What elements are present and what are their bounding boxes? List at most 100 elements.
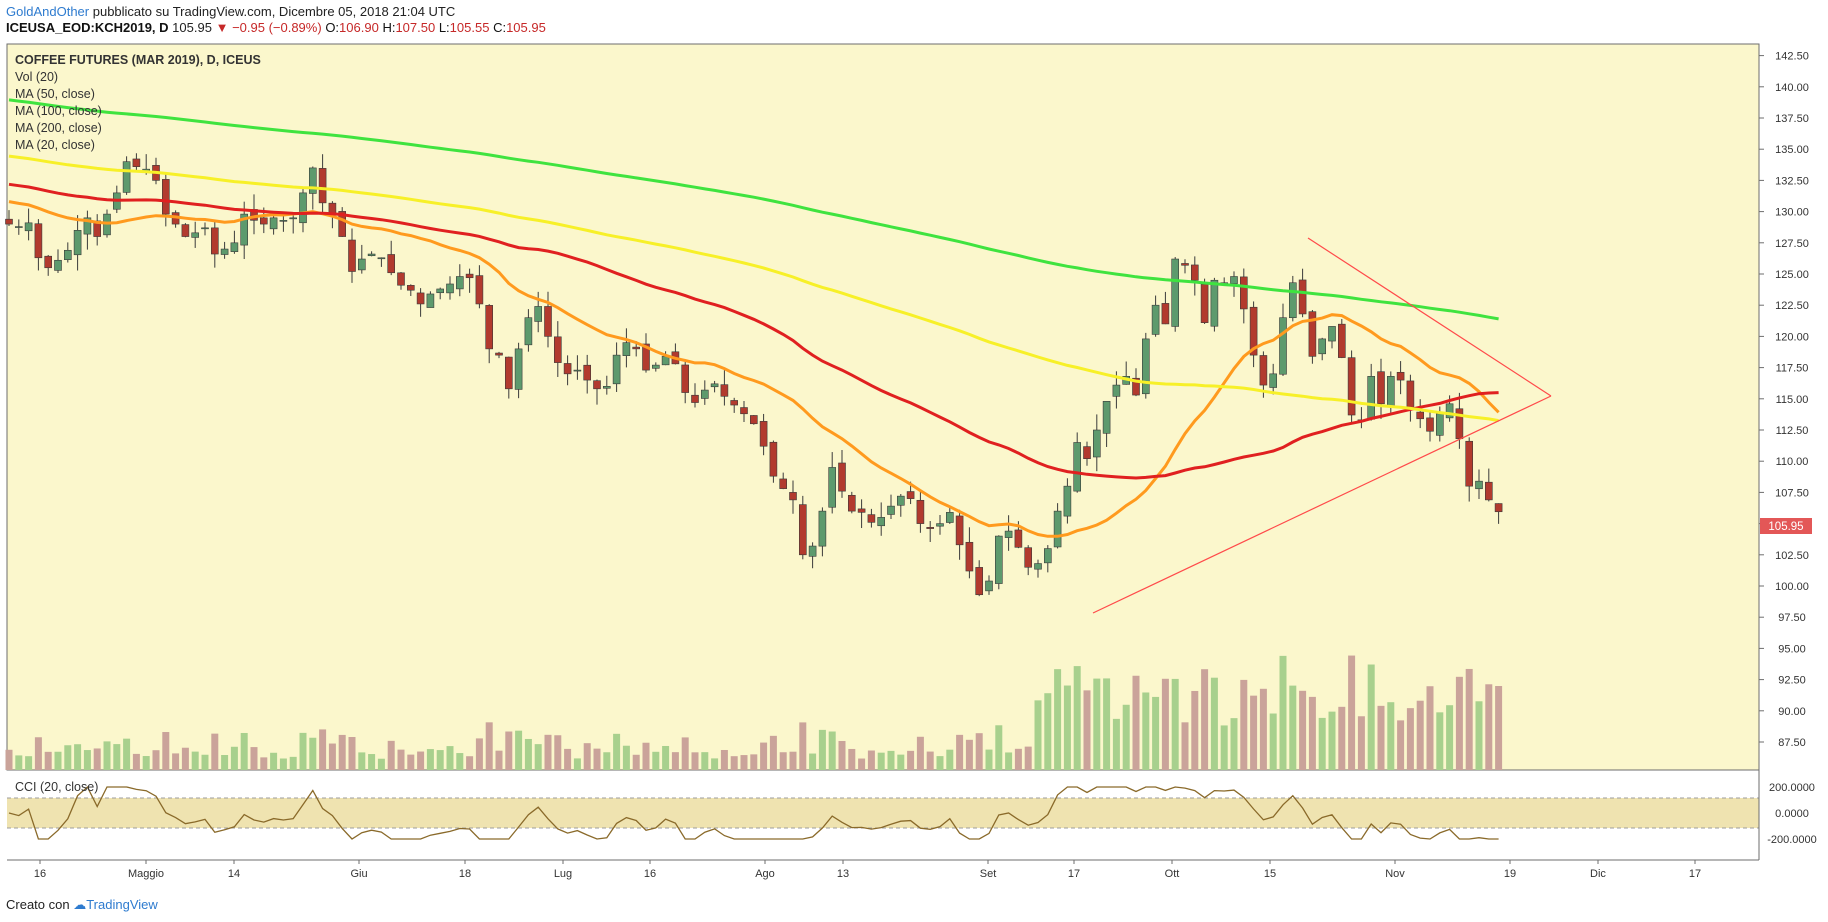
volume-bar [358,752,366,770]
volume-bar [397,749,405,770]
volume-bar [446,746,454,770]
candle-body [348,239,356,272]
volume-bar [818,729,826,770]
candle-body [857,508,866,513]
volume-bar [1357,716,1365,770]
candle-body [906,491,915,499]
volume-bar [260,757,268,770]
volume-bar [956,734,964,770]
volume-bar [1259,688,1267,770]
volume-bar [1289,685,1297,770]
volume-bar [652,751,660,770]
volume-bar [740,755,748,770]
candle-body [1083,446,1091,460]
volume-bar [505,731,513,770]
volume-bar [1054,669,1062,770]
candle-body [1102,400,1111,434]
candle-body [769,441,778,477]
volume-bar [1112,718,1120,770]
price-tick-label: 125.00 [1775,269,1809,281]
ma-orange-line [8,200,1500,538]
candle-body [681,364,690,393]
time-tick-label: 19 [1504,868,1516,880]
candle-body [1298,279,1307,315]
last-price: 105.95 [172,20,212,35]
volume-bar [1152,696,1160,770]
legend-ma50: MA (50, close) [15,87,95,101]
price-tick-label: 90.00 [1778,706,1806,718]
volume-bar [975,733,983,770]
volume-bar [456,753,464,770]
legend-ma20: MA (20, close) [15,138,95,152]
candle-body [955,515,964,546]
candle-body [1289,282,1297,319]
candle-body [1455,408,1464,440]
candle-body [1485,481,1493,501]
time-axis: 16 Maggio 14 Giu 18 Lug 16 Ago 13 Set 17 Ott 15 Nov 19… [34,860,1701,880]
volume-bar [838,740,846,770]
symbol-label: ICEUSA_EOD:KCH2019, D [6,20,169,35]
candle-body [602,386,611,389]
volume-bar [632,754,640,770]
candle-body [162,179,170,215]
candle-body [1063,485,1072,517]
last-price-badge: 105.95 [1760,518,1812,534]
volume-bar [691,752,699,770]
volume-bar [64,745,72,770]
footer: Creato con ☁TradingView [6,897,158,913]
volume-bar [779,752,787,770]
tradingview-link[interactable]: TradingView [86,897,158,912]
candle-body [936,523,944,527]
candle-body [1259,355,1268,386]
candle-body [5,218,13,225]
candle-body [838,462,846,492]
volume-bar [995,725,1003,770]
high-value: 107.50 [395,20,436,35]
volume-bar [1181,722,1189,770]
volume-bar [1132,675,1140,770]
volume-bar [642,742,650,770]
candle-body [975,567,984,596]
candle-body [1044,548,1052,564]
volume-bar [93,748,101,770]
volume-bar [564,748,572,770]
candle-body [191,232,199,238]
price-tick-label: 127.50 [1775,238,1809,250]
candle-body [896,495,905,506]
candle-body [789,492,797,501]
candle-body [1200,284,1209,323]
candle-body [1308,311,1317,357]
candle-body [1367,376,1375,420]
candle-body [1269,373,1277,388]
volume-bar [1220,725,1228,770]
candle-body [504,356,513,390]
volume-bar [230,746,238,770]
candle-body [426,293,435,308]
candle-body [15,226,23,228]
volume-bar [162,732,170,770]
candle-body [1347,357,1356,416]
candle-body [926,527,935,529]
time-tick-label: Ott [1165,868,1180,880]
candle-body [1416,411,1424,420]
moving-averages [8,98,1500,538]
volume-bar [83,750,91,770]
candle-body [1387,376,1395,407]
volume-bar [1201,669,1209,770]
volume-bar [1269,713,1277,770]
candle-body [1406,380,1415,410]
volume-bar [475,738,483,770]
volume-bar [848,748,856,770]
candle-body [700,389,709,399]
high-label: H: [382,20,396,35]
author-link[interactable]: GoldAndOther [6,4,90,19]
volume-bar [1299,690,1307,770]
cci-tick-label: 200.0000 [1769,782,1815,794]
volume-bar [221,755,229,770]
candle-body [965,541,974,572]
candle-body [828,467,837,508]
price-tick-label: 117.50 [1776,363,1809,375]
volume-bar [544,734,552,770]
volume-bar [328,743,336,770]
